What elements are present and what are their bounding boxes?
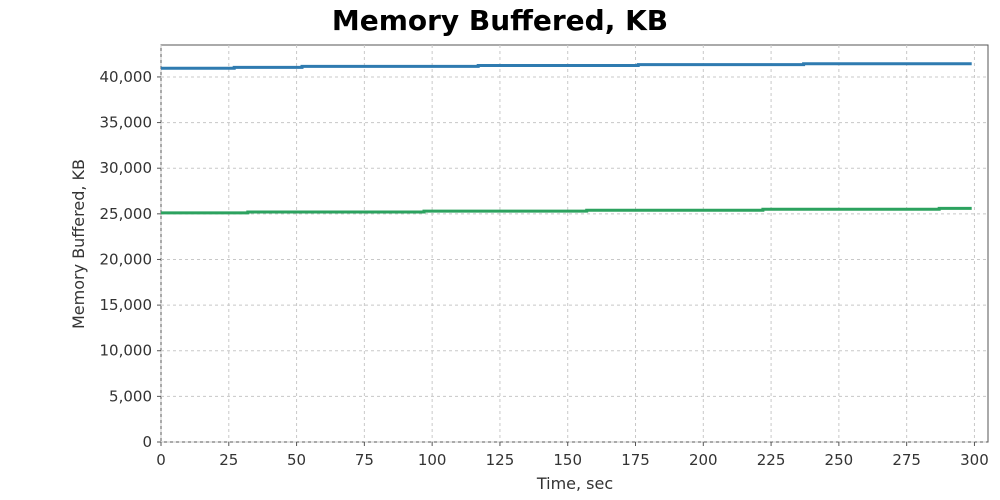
y-axis-label: Memory Buffered, KB (69, 159, 88, 329)
plot-area (160, 44, 989, 443)
x-tick-label: 50 (287, 451, 306, 469)
series-line-2 (161, 206, 972, 215)
y-tick-label: 5,000 (109, 387, 152, 405)
grid-lines (160, 45, 988, 443)
x-tick-label: 250 (825, 451, 854, 469)
x-tick-label: 150 (553, 451, 582, 469)
x-tick-label: 175 (621, 451, 650, 469)
x-tick-label: 25 (219, 451, 238, 469)
series-line-1 (161, 62, 972, 70)
y-tick-label: 15,000 (100, 296, 153, 314)
y-tick-label: 25,000 (100, 205, 153, 223)
x-axis-label: Time, sec (536, 474, 613, 493)
y-tick-label: 10,000 (100, 342, 153, 360)
y-tick-label: 30,000 (100, 159, 153, 177)
x-tick-label: 300 (960, 451, 989, 469)
x-tick-label: 75 (355, 451, 374, 469)
x-tick-label: 125 (486, 451, 515, 469)
y-tick-label: 35,000 (100, 114, 153, 132)
y-tick-label: 20,000 (100, 250, 153, 268)
axis-ticks: 0 25 50 75 100 125 150 175 200 225 250 275 300 0 5,000… (100, 68, 989, 469)
chart-title: Memory Buffered, KB (332, 4, 668, 37)
x-tick-label: 225 (757, 451, 786, 469)
x-tick-label: 275 (892, 451, 921, 469)
x-tick-label: 200 (689, 451, 718, 469)
series-lines (161, 62, 972, 215)
x-tick-label: 100 (418, 451, 447, 469)
y-tick-label: 40,000 (100, 68, 153, 86)
y-tick-label: 0 (142, 433, 152, 451)
x-tick-label: 0 (156, 451, 166, 469)
